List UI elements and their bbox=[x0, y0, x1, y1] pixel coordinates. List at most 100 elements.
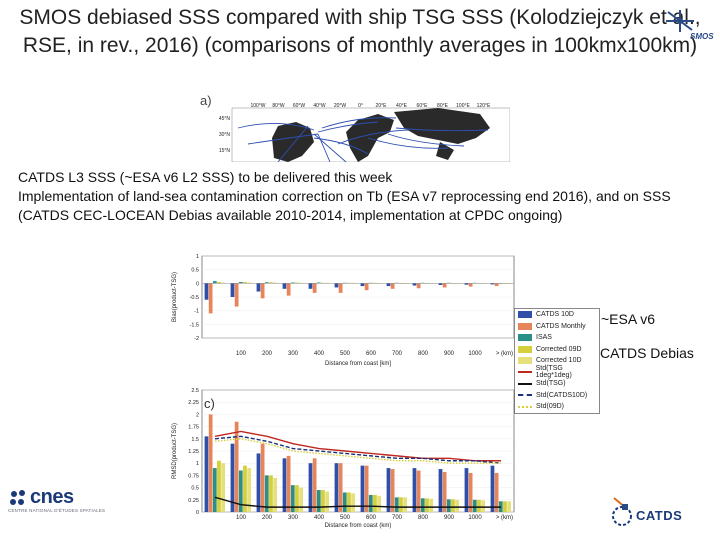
legend-label: Std(TSG) bbox=[536, 380, 566, 388]
catds-logo: CATDS bbox=[636, 508, 683, 523]
map-lon-tick: 60°E bbox=[417, 103, 429, 109]
bar bbox=[290, 485, 295, 512]
bar bbox=[412, 283, 417, 286]
x-tick-label: 500 bbox=[340, 351, 351, 357]
bar bbox=[295, 485, 299, 512]
note-catds-debias: CATDS Debias bbox=[600, 345, 694, 361]
y-tick-label: -1 bbox=[194, 309, 199, 315]
map-lon-tick: 0° bbox=[358, 103, 363, 109]
y-axis-label: RMSD(product-TSG) bbox=[172, 423, 178, 479]
x-tick-label: 900 bbox=[444, 515, 455, 521]
bar bbox=[364, 283, 369, 291]
y-tick-label: -0.5 bbox=[190, 295, 199, 301]
x-tick-label: 500 bbox=[340, 515, 351, 521]
bar bbox=[416, 283, 421, 289]
legend-swatch bbox=[518, 311, 532, 319]
bar bbox=[507, 501, 511, 512]
map-lon-tick: 100°W bbox=[250, 103, 265, 109]
legend-swatch bbox=[518, 394, 532, 397]
legend-entry: Std(TSG) bbox=[515, 378, 599, 390]
y-tick-label: 1.5 bbox=[191, 437, 199, 443]
bar bbox=[217, 281, 221, 284]
bar bbox=[481, 500, 485, 512]
x-tick-label: 800 bbox=[418, 351, 429, 357]
bar bbox=[234, 421, 239, 512]
bar bbox=[208, 414, 213, 512]
x-tick-label: 800 bbox=[418, 515, 429, 521]
bar bbox=[273, 282, 277, 284]
x-tick-label: 200 bbox=[262, 515, 273, 521]
y-tick-label: -2 bbox=[194, 336, 199, 342]
bar bbox=[425, 498, 429, 512]
bar bbox=[273, 477, 277, 512]
bar bbox=[243, 281, 247, 284]
y-tick-label: 0.75 bbox=[188, 473, 199, 479]
legend-swatch bbox=[518, 322, 532, 330]
bar bbox=[438, 469, 443, 512]
bar bbox=[238, 470, 243, 512]
bar bbox=[351, 493, 355, 512]
bar bbox=[464, 283, 469, 285]
bar bbox=[394, 497, 399, 512]
bar bbox=[364, 465, 369, 512]
map-lon-tick: 20°E bbox=[376, 103, 388, 109]
bar bbox=[282, 458, 287, 512]
panel-a-label: a) bbox=[200, 93, 212, 108]
bar bbox=[269, 282, 273, 284]
bar bbox=[468, 283, 473, 287]
bar bbox=[230, 283, 235, 297]
x-tick-label: 1000 bbox=[468, 515, 482, 521]
legend-entry: Corrected 10D bbox=[515, 355, 599, 367]
bar bbox=[299, 487, 303, 512]
bar bbox=[403, 497, 407, 512]
bar bbox=[212, 281, 217, 284]
bar bbox=[269, 475, 273, 512]
x-unit-label: > (km) bbox=[496, 351, 513, 357]
bar bbox=[334, 463, 339, 512]
series-line bbox=[214, 430, 501, 462]
x-tick-label: 600 bbox=[366, 515, 377, 521]
bar bbox=[386, 283, 391, 287]
cnes-logo: cnes bbox=[30, 486, 74, 508]
legend-entry: Corrected 09D bbox=[515, 344, 599, 356]
bar bbox=[286, 455, 291, 512]
cnes-subtitle: CENTRE NATIONAL D'ÉTUDES SPATIALES bbox=[8, 508, 106, 513]
bar bbox=[204, 436, 209, 512]
bar bbox=[416, 470, 421, 512]
panel-c-label: c) bbox=[204, 396, 215, 411]
bar bbox=[472, 499, 477, 512]
bar bbox=[212, 468, 217, 512]
legend-entry: Std(09D) bbox=[515, 401, 599, 413]
bar bbox=[204, 283, 209, 300]
y-tick-label: -1.5 bbox=[190, 322, 199, 328]
map-lon-tick: 80°E bbox=[437, 103, 449, 109]
x-tick-label: 400 bbox=[314, 351, 325, 357]
cnes-logo-icon bbox=[10, 490, 25, 505]
bar bbox=[208, 283, 213, 314]
bar bbox=[264, 475, 269, 512]
y-tick-label: 2 bbox=[196, 412, 199, 418]
x-tick-label: 400 bbox=[314, 515, 325, 521]
page-title: SMOS debiased SSS compared with ship TSG… bbox=[19, 6, 701, 57]
bar bbox=[321, 490, 325, 512]
bar bbox=[290, 282, 295, 284]
y-tick-label: 0 bbox=[196, 510, 199, 516]
bar bbox=[247, 468, 251, 512]
bar bbox=[316, 282, 321, 284]
bar bbox=[295, 282, 299, 284]
bar bbox=[360, 465, 365, 512]
y-tick-label: 0.5 bbox=[191, 486, 199, 492]
catds-logo-icon bbox=[612, 497, 632, 526]
bar bbox=[325, 491, 329, 512]
y-tick-label: 1.75 bbox=[188, 425, 199, 431]
map-lon-tick: 80°W bbox=[272, 103, 285, 109]
legend-label: Std(CATDS10D) bbox=[536, 391, 588, 399]
y-tick-label: 2.5 bbox=[191, 388, 199, 394]
bar bbox=[429, 498, 433, 512]
map-lon-tick: 40°W bbox=[313, 103, 326, 109]
implementation-line: Implementation of land-sea contamination… bbox=[18, 188, 671, 223]
body-text: CATDS L3 SSS (~ESA v6 L2 SSS) to be deli… bbox=[18, 168, 708, 225]
legend-swatch bbox=[518, 371, 532, 374]
bar bbox=[342, 492, 347, 512]
x-axis-label: Distance from coast [km] bbox=[325, 361, 391, 367]
